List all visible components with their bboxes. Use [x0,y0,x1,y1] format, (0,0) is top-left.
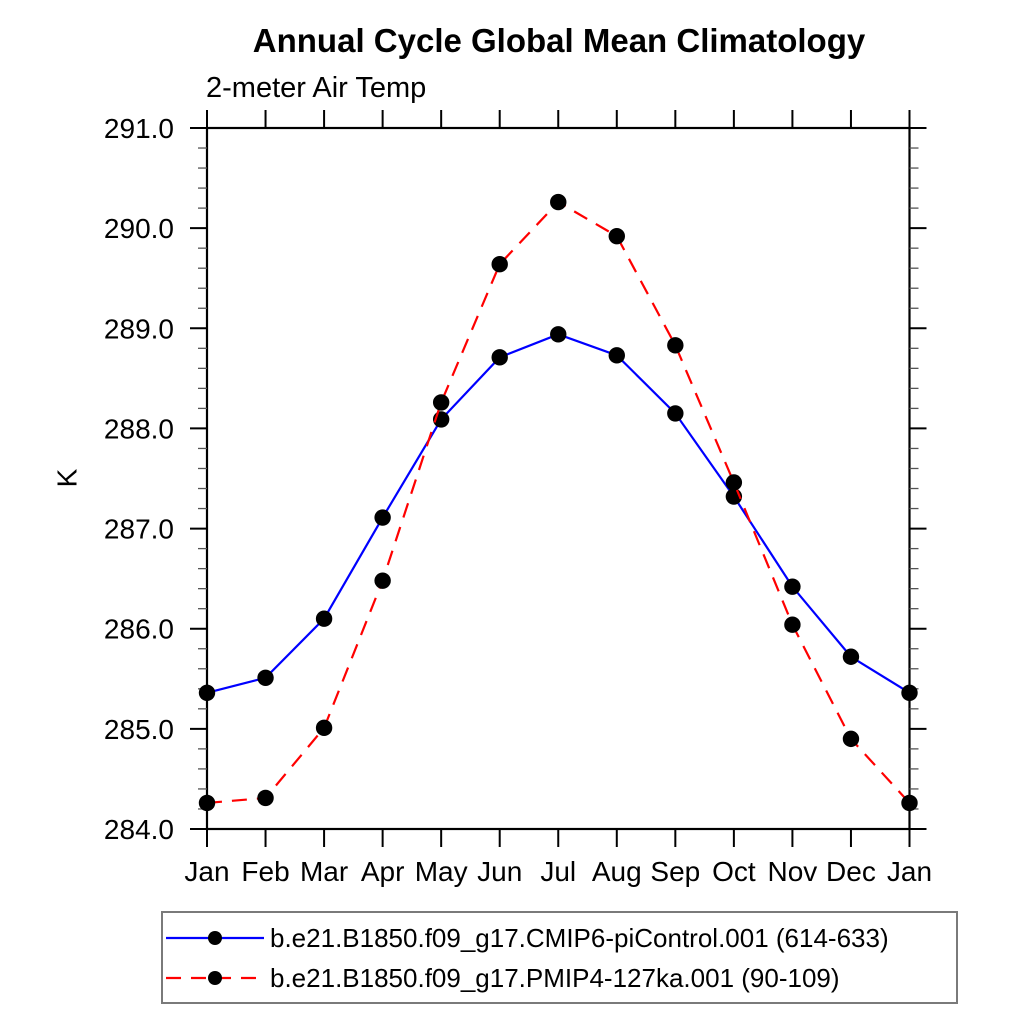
x-tick-label: Nov [768,856,818,887]
data-point-marker [198,684,216,702]
chart-subtitle: 2-meter Air Temp [206,72,427,104]
x-tick-label: Apr [361,856,405,887]
x-tick-label: Oct [712,856,756,887]
x-tick-label: Dec [826,856,876,887]
legend-marker-dot [208,931,222,945]
y-tick-label: 285.0 [104,714,174,745]
y-tick-label: 287.0 [104,514,174,545]
data-point-marker [784,616,801,633]
legend-marker-dot [208,971,222,985]
data-point-marker [784,578,801,595]
data-point-marker [667,405,684,422]
x-tick-label: Jan [887,856,932,887]
x-tick-label: Feb [241,856,289,887]
legend-line-sample-solid [166,931,264,945]
y-tick-label: 286.0 [104,614,174,645]
data-point-marker [491,349,508,366]
chart-title: Annual Cycle Global Mean Climatology [252,22,866,59]
x-tick-label: Mar [300,856,348,887]
data-point-marker [725,474,743,491]
data-point-marker [550,193,567,211]
y-tick-label: 290.0 [104,213,174,244]
series-line-1 [206,200,911,805]
legend-box: b.e21.B1850.f09_g17.CMIP6-piControl.001 … [161,911,958,1004]
data-point-marker [257,789,274,807]
data-point-marker [257,669,274,686]
data-point-marker [374,572,391,589]
legend-line-sample-dashed [166,971,264,985]
data-point-marker [550,326,567,343]
legend-row-pmip4: b.e21.B1850.f09_g17.PMIP4-127ka.001 (90-… [163,958,956,998]
data-point-marker [198,794,216,812]
data-point-marker [842,730,860,748]
series-line-0 [206,333,911,694]
data-point-marker [667,337,684,354]
data-point-marker [374,509,391,526]
x-tick-label: Aug [592,856,642,887]
data-point-marker [608,347,625,364]
legend-label: b.e21.B1850.f09_g17.CMIP6-piControl.001 … [270,922,889,953]
legend-row-picontrol: b.e21.B1850.f09_g17.CMIP6-piControl.001 … [163,918,956,958]
data-point-marker [432,394,450,411]
plot-frame [205,126,911,831]
legend-label: b.e21.B1850.f09_g17.PMIP4-127ka.001 (90-… [270,962,840,993]
x-tick-label: Jan [184,856,229,887]
data-point-marker [315,719,333,737]
x-tick-label: Sep [650,856,700,887]
data-point-marker [491,255,508,273]
x-tick-label: May [415,856,468,887]
y-tick-label: 291.0 [104,113,174,144]
data-point-marker [901,794,918,812]
x-tick-label: Jun [477,856,522,887]
data-point-marker [901,684,918,702]
data-point-marker [315,610,333,627]
data-point-marker [842,648,860,665]
x-tick-label: Jul [540,856,576,887]
y-tick-label: 289.0 [104,313,174,344]
y-tick-label: 284.0 [104,814,174,845]
y-tick-label: 288.0 [104,413,174,444]
data-point-marker [608,227,625,245]
